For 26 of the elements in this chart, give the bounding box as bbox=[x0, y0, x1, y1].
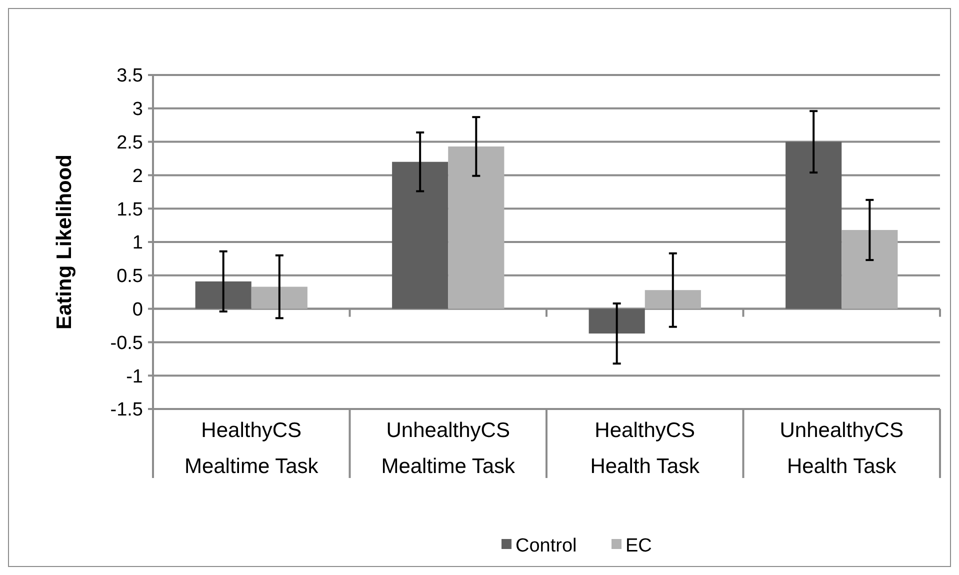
y-tick-label: 2 bbox=[132, 166, 143, 187]
bar bbox=[588, 308, 645, 334]
y-tick-label: 1 bbox=[132, 232, 143, 254]
y-tick-label: 3.5 bbox=[116, 66, 143, 87]
bar bbox=[392, 162, 448, 309]
bar bbox=[448, 146, 504, 309]
legend-label: Control bbox=[516, 536, 577, 557]
bar bbox=[786, 142, 842, 309]
y-tick-label: 1.5 bbox=[116, 199, 143, 220]
x-tick-label: UnhealthyCS Health Task bbox=[780, 419, 904, 478]
legend-label: EC bbox=[626, 536, 652, 557]
bar bbox=[195, 281, 252, 309]
y-tick-label: -1.5 bbox=[110, 400, 143, 421]
y-tick-label: -1 bbox=[126, 366, 143, 388]
bar bbox=[644, 290, 701, 309]
y-tick-label: 3 bbox=[132, 99, 143, 120]
y-tick-label: -0.5 bbox=[110, 332, 143, 354]
x-tick-label: HealthyCS Mealtime Task bbox=[184, 419, 319, 478]
bar bbox=[251, 286, 308, 309]
x-tick-label: UnhealthyCS Mealtime Task bbox=[381, 419, 516, 478]
x-tick-label: HealthyCS Health Task bbox=[590, 419, 700, 478]
y-tick-label: 0 bbox=[132, 299, 143, 320]
y-tick-label: 0.5 bbox=[116, 266, 143, 288]
y-axis-title: Eating Likelihood bbox=[53, 154, 76, 330]
y-tick-label: 2.5 bbox=[116, 132, 143, 154]
bar bbox=[842, 230, 898, 309]
